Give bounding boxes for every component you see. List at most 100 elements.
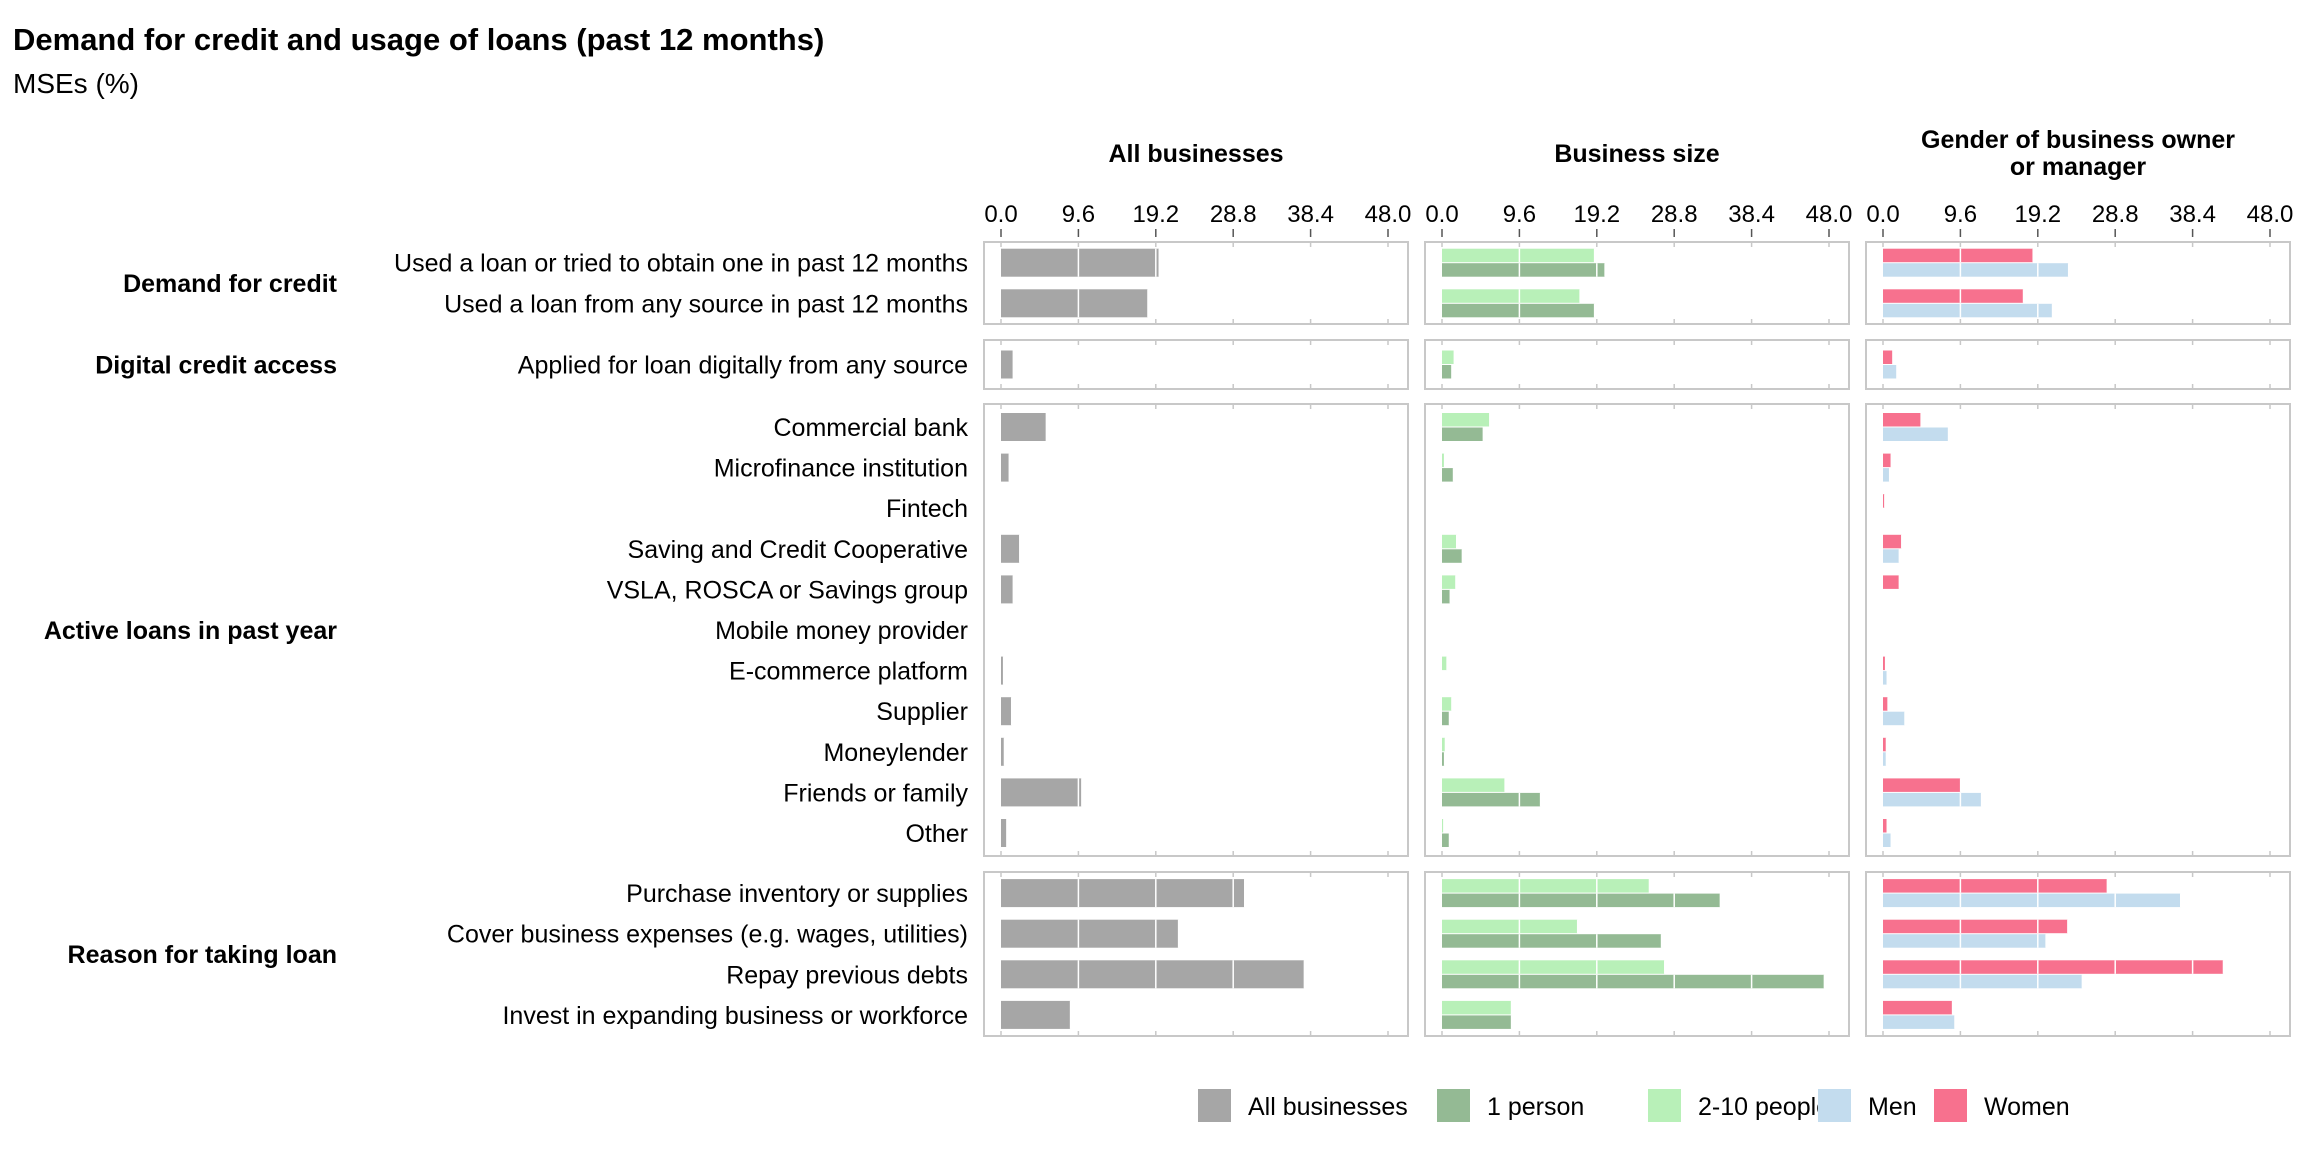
bar-size_1 bbox=[1442, 833, 1450, 847]
facet-title: All businesses bbox=[1108, 140, 1283, 168]
bar-men bbox=[1883, 468, 1890, 482]
category-label: Used a loan from any source in past 12 m… bbox=[444, 290, 968, 318]
bar-size_1 bbox=[1442, 427, 1484, 441]
bar-women bbox=[1883, 960, 2224, 974]
x-tick-label: 48.0 bbox=[2247, 201, 2294, 228]
bar-size_1 bbox=[1442, 549, 1463, 563]
bar-all bbox=[1001, 737, 1005, 766]
facet-title: or manager bbox=[2010, 153, 2146, 181]
x-tick-label: 0.0 bbox=[1866, 201, 1899, 228]
category-label: Supplier bbox=[876, 698, 968, 726]
bar-all bbox=[1001, 248, 1160, 277]
bar-size_2_10 bbox=[1442, 413, 1490, 427]
x-tick-label: 9.6 bbox=[1062, 201, 1095, 228]
legend-label: Women bbox=[1984, 1093, 2070, 1121]
bar-size_2_10 bbox=[1442, 656, 1447, 671]
bar-size_2_10 bbox=[1442, 1000, 1512, 1015]
bar-size_1 bbox=[1442, 893, 1721, 908]
category-label: Microfinance institution bbox=[714, 455, 968, 483]
bar-men bbox=[1883, 1015, 1955, 1029]
bar-women bbox=[1883, 350, 1893, 364]
bar-size_1 bbox=[1442, 711, 1450, 726]
bar-size_1 bbox=[1442, 792, 1541, 807]
bar-women bbox=[1883, 453, 1892, 468]
bar-size_2_10 bbox=[1442, 919, 1578, 934]
bar-size_1 bbox=[1442, 589, 1451, 604]
category-label: Purchase inventory or supplies bbox=[626, 880, 968, 908]
bar-men bbox=[1883, 427, 1949, 441]
legend-label: 2-10 people bbox=[1698, 1093, 1830, 1121]
bar-all bbox=[1001, 879, 1245, 908]
bar-all bbox=[1001, 413, 1047, 441]
category-label: Applied for loan digitally from any sour… bbox=[518, 352, 968, 380]
bar-women bbox=[1883, 879, 2108, 893]
x-tick-label: 0.0 bbox=[984, 201, 1017, 228]
bar-women bbox=[1883, 919, 2068, 934]
legend-swatch bbox=[1198, 1089, 1231, 1122]
category-label: Mobile money provider bbox=[715, 617, 968, 645]
category-label: Repay previous debts bbox=[726, 961, 968, 989]
bar-all bbox=[1001, 656, 1004, 685]
bar-size_2_10 bbox=[1442, 453, 1445, 468]
bar-men bbox=[1883, 974, 2083, 989]
category-label: Cover business expenses (e.g. wages, uti… bbox=[447, 921, 968, 949]
legend-label: 1 person bbox=[1487, 1093, 1584, 1121]
category-label: Commercial bank bbox=[773, 414, 968, 442]
group-label: Reason for taking loan bbox=[68, 941, 337, 969]
category-label: Friends or family bbox=[783, 779, 968, 807]
legend-label: All businesses bbox=[1248, 1093, 1408, 1121]
bar-size_2_10 bbox=[1442, 534, 1457, 549]
bar-men bbox=[1883, 365, 1897, 379]
x-tick-label: 48.0 bbox=[1806, 201, 1853, 228]
category-label: Invest in expanding business or workforc… bbox=[502, 1002, 968, 1030]
legend-swatch bbox=[1648, 1089, 1681, 1122]
bar-size_2_10 bbox=[1442, 697, 1452, 711]
plot-area: All businesses 0.0 9.6 19.2 28.8 38.4 48.0 Busi… bbox=[44, 126, 2294, 1037]
bar-women bbox=[1883, 778, 1961, 792]
bar-size_2_10 bbox=[1442, 819, 1444, 833]
chart-title: Demand for credit and usage of loans (pa… bbox=[13, 22, 824, 57]
facet-panel bbox=[983, 339, 1409, 390]
bar-men bbox=[1883, 303, 2053, 318]
legend-swatch bbox=[1818, 1089, 1851, 1122]
facet-title: Business size bbox=[1554, 140, 1719, 168]
x-tick-label: 0.0 bbox=[1425, 201, 1458, 228]
bar-women bbox=[1883, 575, 1900, 589]
bar-women bbox=[1883, 413, 1921, 427]
x-tick-label: 19.2 bbox=[2014, 201, 2061, 228]
bar-size_2_10 bbox=[1442, 879, 1650, 893]
bar-all bbox=[1001, 819, 1007, 847]
x-tick-label: 19.2 bbox=[1573, 201, 1620, 228]
x-tick-label: 9.6 bbox=[1944, 201, 1977, 228]
bar-men bbox=[1883, 833, 1892, 847]
category-label: VSLA, ROSCA or Savings group bbox=[607, 576, 968, 604]
bar-women bbox=[1883, 1000, 1953, 1015]
bar-all bbox=[1001, 534, 1020, 563]
bar-women bbox=[1883, 534, 1902, 549]
bar-women bbox=[1883, 697, 1888, 711]
category-label: E-commerce platform bbox=[729, 658, 968, 686]
bar-women bbox=[1883, 289, 2024, 303]
category-label: Fintech bbox=[886, 495, 968, 523]
bar-all bbox=[1001, 1000, 1071, 1029]
category-label: Used a loan or tried to obtain one in pa… bbox=[394, 250, 968, 278]
bar-all bbox=[1001, 778, 1082, 807]
bar-size_1 bbox=[1442, 468, 1454, 482]
x-tick-label: 9.6 bbox=[1503, 201, 1536, 228]
category-label: Other bbox=[905, 820, 968, 848]
bar-women bbox=[1883, 494, 1885, 508]
bar-size_1 bbox=[1442, 974, 1825, 989]
bar-size_1 bbox=[1442, 263, 1605, 277]
bar-men bbox=[1883, 934, 2046, 948]
bar-women bbox=[1883, 819, 1888, 833]
bar-size_2_10 bbox=[1442, 350, 1455, 364]
legend-swatch bbox=[1437, 1089, 1470, 1122]
bar-size_1 bbox=[1442, 1015, 1512, 1029]
bar-all bbox=[1001, 350, 1014, 379]
bar-men bbox=[1883, 549, 1900, 563]
bar-size_2_10 bbox=[1442, 960, 1665, 974]
category-label: Saving and Credit Cooperative bbox=[628, 536, 968, 564]
bar-size_2_10 bbox=[1442, 289, 1580, 303]
group-label: Active loans in past year bbox=[44, 617, 337, 645]
